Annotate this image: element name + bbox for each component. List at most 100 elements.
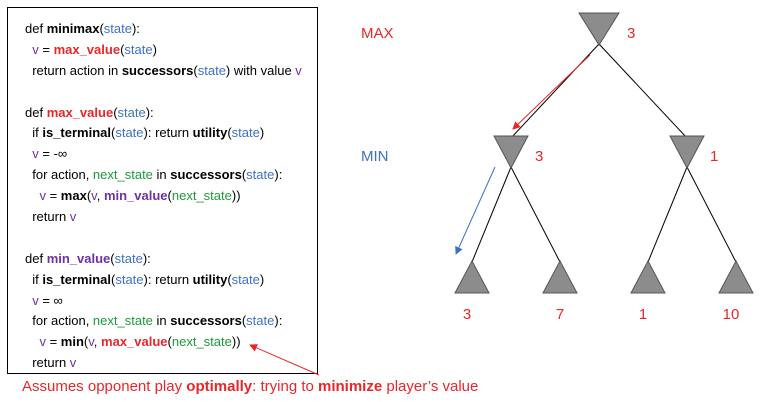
code-line: if is_terminal(state): return utility(st…	[25, 270, 302, 291]
code-token: def	[25, 250, 47, 266]
code-token: (	[111, 271, 116, 287]
edge-root-left	[510, 43, 600, 139]
code-token: (	[167, 334, 172, 350]
code-token: ): return	[143, 271, 193, 287]
code-token: in	[152, 313, 171, 329]
code-line: def minimax(state):	[25, 19, 302, 40]
min-node-left	[493, 135, 529, 170]
code-token: next_state	[171, 188, 232, 204]
max-node-root	[578, 12, 620, 46]
code-token: state	[117, 104, 146, 120]
code-token: ) with value	[225, 62, 296, 78]
code-token: is_terminal	[42, 271, 111, 287]
code-line: if is_terminal(state): return utility(st…	[25, 123, 302, 144]
code-token: (	[227, 271, 232, 287]
code-token: ):	[131, 21, 140, 36]
min-node-right	[669, 135, 705, 170]
code-token: (	[193, 62, 198, 78]
code-token: v	[88, 334, 94, 350]
code-token: v	[25, 334, 46, 350]
code-token: v	[25, 188, 46, 204]
code-token: (	[83, 334, 89, 350]
code-token: = -∞	[38, 146, 68, 162]
code-line: for action, next_state in successors(sta…	[25, 165, 302, 186]
leaf-value-3: 1	[639, 306, 647, 323]
code-token: v	[91, 188, 97, 204]
root-value: 3	[627, 25, 635, 42]
code-token: min_value	[103, 188, 168, 204]
code-token: return	[25, 209, 70, 225]
code-token: for action,	[25, 167, 93, 183]
code-token: ))	[231, 188, 241, 204]
code-line: def max_value(state):	[25, 103, 302, 124]
code-token: state	[231, 125, 260, 141]
code-line: for action, next_state in successors(sta…	[25, 311, 302, 332]
code-token: =	[45, 334, 61, 350]
code-token: (	[111, 125, 116, 141]
code-token: state	[197, 62, 226, 78]
max-arrow	[512, 54, 591, 130]
code-line: return v	[25, 207, 302, 228]
leaf-node-4	[718, 259, 754, 294]
code-token: =	[45, 188, 61, 204]
leaf-value-4: 10	[723, 306, 740, 323]
code-token: state	[231, 271, 260, 287]
edge-minleft-leaf1	[471, 166, 512, 263]
code-token: ):	[142, 250, 151, 266]
pseudocode: def minimax(state): v = max_value(state)…	[25, 19, 302, 374]
leaf-value-1: 3	[463, 306, 471, 323]
code-line: return v	[25, 353, 302, 374]
code-token: (	[241, 313, 247, 329]
code-line: return action in successors(state) with …	[25, 61, 302, 82]
code-token: v	[69, 355, 77, 371]
code-token: if	[25, 271, 43, 287]
code-line: v = -∞	[25, 144, 302, 165]
edge-minright-leaf4	[686, 166, 737, 263]
code-token: max_value	[53, 41, 121, 57]
code-token: = ∞	[38, 292, 63, 308]
code-token: return action in	[25, 62, 122, 78]
code-token: next_state	[92, 313, 153, 329]
code-token: ,	[93, 334, 102, 350]
code-token: state	[115, 125, 144, 141]
code-token: max	[60, 188, 87, 204]
code-token: def	[25, 104, 47, 120]
leaf-node-2	[542, 259, 578, 294]
code-token: return	[25, 355, 70, 371]
code-token: )	[259, 125, 265, 141]
code-token: minimax	[46, 21, 100, 36]
code-token: for action,	[25, 313, 93, 329]
code-token: )	[259, 271, 265, 287]
code-token: v	[25, 292, 39, 308]
code-token: min	[60, 334, 84, 350]
code-token: (	[227, 125, 232, 141]
code-line: v = min(v, max_value(next_state))	[25, 332, 302, 353]
code-token: ,	[96, 188, 104, 204]
code-token: max_value	[101, 334, 168, 350]
leaf-node-1	[454, 259, 490, 294]
code-token: ))	[231, 334, 241, 350]
code-token: successors	[170, 313, 242, 329]
code-token: (	[113, 104, 118, 120]
code-token: state	[114, 250, 143, 266]
code-token: (	[120, 41, 125, 57]
code-line: v = max_value(state)	[25, 40, 302, 61]
code-token: next_state	[171, 334, 232, 350]
code-token: next_state	[92, 167, 153, 183]
code-token: (	[167, 188, 172, 204]
code-box: def minimax(state): v = max_value(state)…	[7, 7, 318, 374]
code-token: v	[25, 41, 39, 57]
leaf-value-2: 7	[556, 306, 564, 323]
code-token: utility	[192, 125, 228, 141]
code-token: successors	[170, 167, 242, 183]
min-right-value: 1	[710, 148, 718, 165]
code-token: in	[152, 167, 171, 183]
assumption-note: Assumes opponent play optimally: trying …	[22, 378, 479, 395]
edge-minleft-leaf2	[510, 166, 561, 263]
note-arrow	[249, 344, 320, 376]
min-arrow	[455, 166, 496, 255]
code-token: v	[69, 209, 77, 225]
code-token: (	[241, 167, 247, 183]
code-line: v = max(v, min_value(next_state))	[25, 186, 302, 207]
code-token: min_value	[46, 250, 111, 266]
